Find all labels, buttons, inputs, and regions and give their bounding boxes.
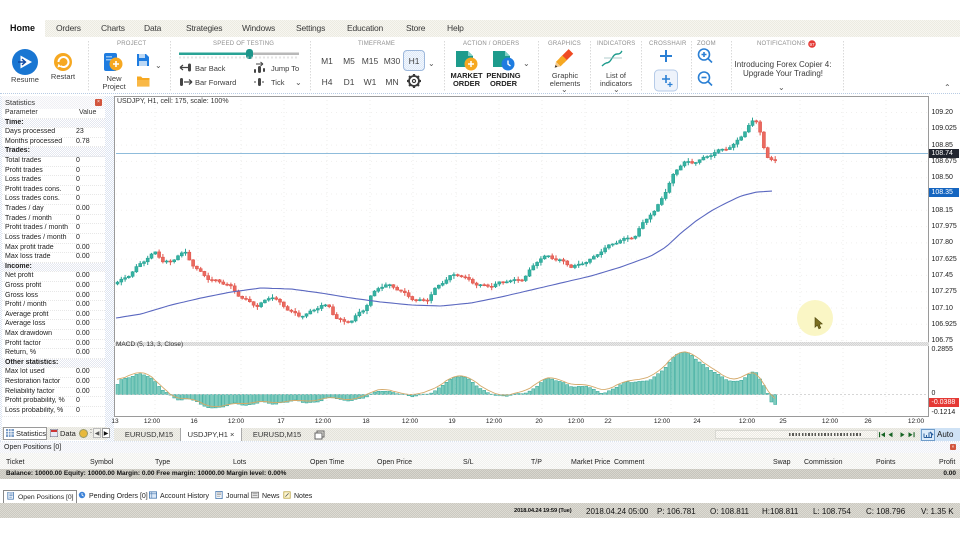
svg-text:97: 97 (809, 42, 815, 47)
